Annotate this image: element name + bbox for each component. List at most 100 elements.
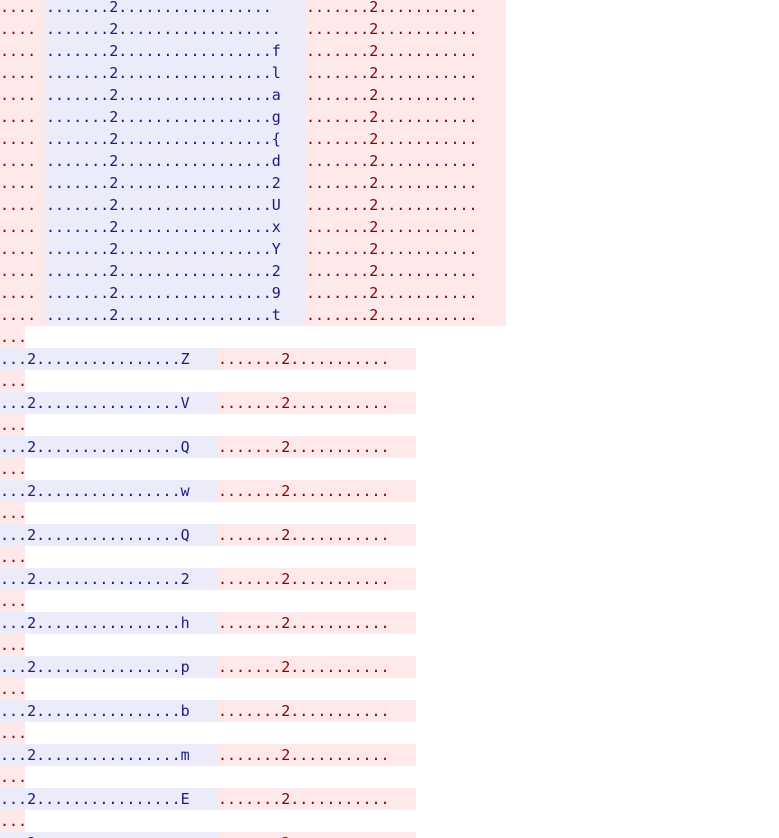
row-blue-segment: .......2.................a	[46, 84, 306, 106]
separator-segment: ...	[0, 810, 28, 832]
row-right-segment: .......2...........	[306, 0, 506, 18]
row-blue-segment: .......2.................f	[46, 40, 306, 62]
separator-segment: ...	[0, 766, 28, 788]
row-left-segment: ....	[0, 260, 46, 282]
row-right-segment: .......2...........	[306, 128, 506, 150]
row-blue-segment: .......2.................	[46, 0, 306, 18]
top-row: .... .......2.................l .......2..…	[0, 62, 506, 84]
row-left-segment: ....	[0, 0, 46, 18]
row-right-segment: .......2...........	[306, 40, 506, 62]
separator-segment: ...	[0, 590, 28, 612]
row-right-segment: .......2...........	[306, 172, 506, 194]
row-blue-segment: .......2.................2	[46, 260, 306, 282]
row-blue-segment: ...2................Q	[0, 436, 218, 458]
row-blue-segment: ...2................b	[0, 700, 218, 722]
separator-row: ...	[0, 546, 28, 568]
top-row: .... .......2.................a .......2..…	[0, 84, 506, 106]
row-blue-segment: .......2.................Y	[46, 238, 306, 260]
bottom-row: ...2.......................2...........	[0, 832, 416, 838]
separator-segment: ...	[0, 722, 28, 744]
row-blue-segment: ...2................2	[0, 568, 218, 590]
row-blue-segment: ...2................m	[0, 744, 218, 766]
row-right-segment: .......2...........	[306, 304, 506, 326]
top-row: .... .......2.................2 .......2..…	[0, 260, 506, 282]
row-left-segment: ....	[0, 216, 46, 238]
row-right-segment: .......2...........	[306, 62, 506, 84]
row-blue-segment: ...2................Z	[0, 348, 218, 370]
bottom-row: ...2................b .......2...........	[0, 700, 416, 722]
row-blue-segment: .......2.................x	[46, 216, 306, 238]
top-row: .... .......2.................x .......2..…	[0, 216, 506, 238]
row-right-segment: .......2...........	[218, 832, 416, 838]
separator-segment: ...	[0, 326, 28, 348]
row-right-segment: .......2...........	[306, 150, 506, 172]
row-right-segment: .......2...........	[306, 18, 506, 40]
row-right-segment: .......2...........	[218, 656, 416, 678]
row-left-segment: ....	[0, 282, 46, 304]
separator-row: ...	[0, 326, 28, 348]
row-right-segment: .......2...........	[306, 260, 506, 282]
row-right-segment: .......2...........	[218, 392, 416, 414]
separator-row: ...	[0, 370, 28, 392]
top-row: .... .......2.................f .......2..…	[0, 40, 506, 62]
row-left-segment: ....	[0, 106, 46, 128]
separator-segment: ...	[0, 414, 28, 436]
row-blue-segment: ...2................w	[0, 480, 218, 502]
bottom-row: ...2................w .......2...........	[0, 480, 416, 502]
top-row: .... .......2.................9 .......2..…	[0, 282, 506, 304]
row-left-segment: ....	[0, 40, 46, 62]
row-right-segment: .......2...........	[306, 282, 506, 304]
separator-row: ...	[0, 722, 28, 744]
row-right-segment: .......2...........	[218, 612, 416, 634]
row-blue-segment: ...2................h	[0, 612, 218, 634]
top-row: .... .......2.................d .......2..…	[0, 150, 506, 172]
row-right-segment: .......2...........	[306, 84, 506, 106]
row-blue-segment: .......2.................g	[46, 106, 306, 128]
row-right-segment: .......2...........	[306, 238, 506, 260]
row-blue-segment: .......2.................d	[46, 150, 306, 172]
row-blue-segment: .......2.................U	[46, 194, 306, 216]
row-right-segment: .......2...........	[306, 194, 506, 216]
separator-segment: ...	[0, 370, 28, 392]
row-left-segment: ....	[0, 150, 46, 172]
separator-segment: ...	[0, 546, 28, 568]
row-right-segment: .......2...........	[218, 744, 416, 766]
separator-segment: ...	[0, 634, 28, 656]
bottom-row: ...2................2 .......2...........	[0, 568, 416, 590]
separator-row: ...	[0, 590, 28, 612]
row-right-segment: .......2...........	[218, 788, 416, 810]
row-blue-segment: .......2.................2	[46, 172, 306, 194]
separator-row: ...	[0, 634, 28, 656]
bottom-row: ...2................Q .......2...........	[0, 524, 416, 546]
bottom-row: ...2................m .......2...........	[0, 744, 416, 766]
row-blue-segment: ...2................E	[0, 788, 218, 810]
separator-row: ...	[0, 414, 28, 436]
bottom-row: ...2................E .......2...........	[0, 788, 416, 810]
row-left-segment: ....	[0, 304, 46, 326]
separator-row: ...	[0, 810, 28, 832]
row-left-segment: ....	[0, 84, 46, 106]
row-right-segment: .......2...........	[218, 524, 416, 546]
row-blue-segment: .......2..................	[46, 18, 306, 40]
row-right-segment: .......2...........	[218, 348, 416, 370]
separator-segment: ...	[0, 678, 28, 700]
row-right-segment: .......2...........	[218, 436, 416, 458]
row-blue-segment: .......2.................t	[46, 304, 306, 326]
bottom-row: ...2................V .......2...........	[0, 392, 416, 414]
top-row: .... .......2.................g .......2..…	[0, 106, 506, 128]
row-blue-segment: .......2.................l	[46, 62, 306, 84]
bottom-row: ...2................Q .......2...........	[0, 436, 416, 458]
bottom-row: ...2................Z .......2...........	[0, 348, 416, 370]
row-blue-segment: ...2................V	[0, 392, 218, 414]
row-right-segment: .......2...........	[306, 106, 506, 128]
row-left-segment: ....	[0, 62, 46, 84]
row-left-segment: ....	[0, 128, 46, 150]
row-blue-segment: ...2................p	[0, 656, 218, 678]
top-row: .... .......2.................U .......2..…	[0, 194, 506, 216]
row-blue-segment: ...2................	[0, 832, 218, 838]
separator-row: ...	[0, 678, 28, 700]
top-row: .... .......2.................t .......2..…	[0, 304, 506, 326]
separator-segment: ...	[0, 458, 28, 480]
row-right-segment: .......2...........	[218, 568, 416, 590]
